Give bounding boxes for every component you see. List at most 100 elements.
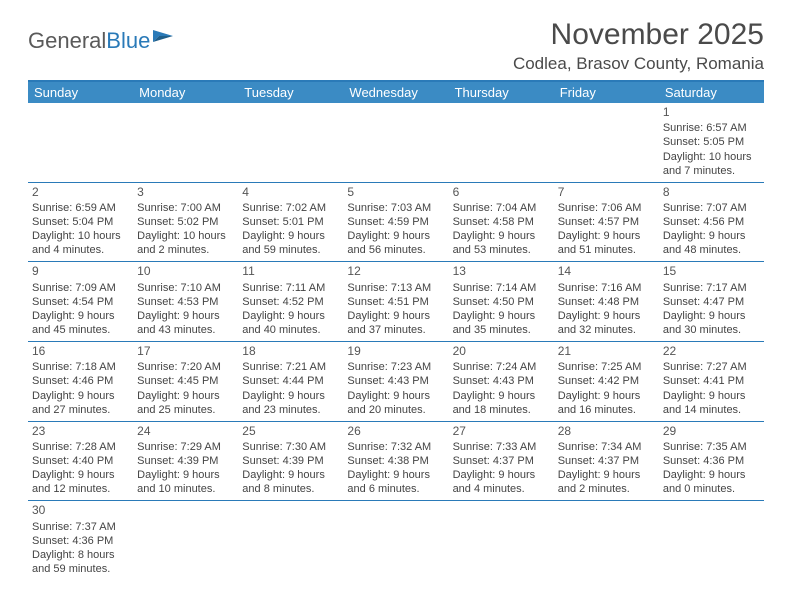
day-number: 27 bbox=[453, 424, 550, 439]
day-info-line: and 48 minutes. bbox=[663, 243, 760, 257]
day-cell: 13Sunrise: 7:14 AMSunset: 4:50 PMDayligh… bbox=[449, 262, 554, 341]
empty-cell bbox=[449, 103, 554, 182]
day-info-line: Sunset: 4:40 PM bbox=[32, 454, 129, 468]
day-info-line: Daylight: 9 hours bbox=[558, 468, 655, 482]
day-info-line: Daylight: 9 hours bbox=[32, 389, 129, 403]
empty-cell bbox=[343, 103, 448, 182]
day-info-line: and 4 minutes. bbox=[453, 482, 550, 496]
day-number: 16 bbox=[32, 344, 129, 359]
day-info-line: Sunrise: 7:18 AM bbox=[32, 360, 129, 374]
day-info-line: Daylight: 9 hours bbox=[242, 309, 339, 323]
day-info-line: and 32 minutes. bbox=[558, 323, 655, 337]
week-row: 16Sunrise: 7:18 AMSunset: 4:46 PMDayligh… bbox=[28, 342, 764, 422]
day-number: 17 bbox=[137, 344, 234, 359]
day-info-line: and 16 minutes. bbox=[558, 403, 655, 417]
day-number: 3 bbox=[137, 185, 234, 200]
empty-cell bbox=[238, 501, 343, 580]
day-cell: 11Sunrise: 7:11 AMSunset: 4:52 PMDayligh… bbox=[238, 262, 343, 341]
day-number: 13 bbox=[453, 264, 550, 279]
day-info-line: and 25 minutes. bbox=[137, 403, 234, 417]
day-info-line: Sunset: 4:37 PM bbox=[558, 454, 655, 468]
day-cell: 27Sunrise: 7:33 AMSunset: 4:37 PMDayligh… bbox=[449, 422, 554, 501]
empty-cell bbox=[343, 501, 448, 580]
day-number: 10 bbox=[137, 264, 234, 279]
day-info-line: Sunset: 4:47 PM bbox=[663, 295, 760, 309]
day-info-line: and 20 minutes. bbox=[347, 403, 444, 417]
day-info-line: and 18 minutes. bbox=[453, 403, 550, 417]
empty-cell bbox=[554, 501, 659, 580]
day-number: 30 bbox=[32, 503, 129, 518]
day-cell: 16Sunrise: 7:18 AMSunset: 4:46 PMDayligh… bbox=[28, 342, 133, 421]
dow-sun: Sunday bbox=[28, 82, 133, 103]
day-info-line: Daylight: 9 hours bbox=[242, 468, 339, 482]
week-row: 2Sunrise: 6:59 AMSunset: 5:04 PMDaylight… bbox=[28, 183, 764, 263]
day-info-line: Sunrise: 7:23 AM bbox=[347, 360, 444, 374]
day-number: 11 bbox=[242, 264, 339, 279]
day-info-line: and 12 minutes. bbox=[32, 482, 129, 496]
dow-wed: Wednesday bbox=[343, 82, 448, 103]
day-info-line: and 6 minutes. bbox=[347, 482, 444, 496]
dow-thu: Thursday bbox=[449, 82, 554, 103]
dow-sat: Saturday bbox=[659, 82, 764, 103]
day-number: 20 bbox=[453, 344, 550, 359]
day-cell: 24Sunrise: 7:29 AMSunset: 4:39 PMDayligh… bbox=[133, 422, 238, 501]
day-info-line: Sunset: 4:36 PM bbox=[663, 454, 760, 468]
empty-cell bbox=[659, 501, 764, 580]
day-info-line: Sunrise: 7:07 AM bbox=[663, 201, 760, 215]
day-number: 4 bbox=[242, 185, 339, 200]
day-info-line: Sunset: 4:39 PM bbox=[137, 454, 234, 468]
day-info-line: Sunset: 4:36 PM bbox=[32, 534, 129, 548]
day-number: 15 bbox=[663, 264, 760, 279]
day-info-line: and 35 minutes. bbox=[453, 323, 550, 337]
day-info-line: Daylight: 10 hours bbox=[137, 229, 234, 243]
day-info-line: Daylight: 9 hours bbox=[558, 309, 655, 323]
day-cell: 5Sunrise: 7:03 AMSunset: 4:59 PMDaylight… bbox=[343, 183, 448, 262]
month-title: November 2025 bbox=[513, 18, 764, 52]
location: Codlea, Brasov County, Romania bbox=[513, 54, 764, 74]
day-number: 18 bbox=[242, 344, 339, 359]
day-info-line: Sunset: 4:46 PM bbox=[32, 374, 129, 388]
day-info-line: Daylight: 9 hours bbox=[453, 309, 550, 323]
day-info-line: Sunset: 4:43 PM bbox=[347, 374, 444, 388]
header: GeneralBlue November 2025 Codlea, Brasov… bbox=[28, 18, 764, 74]
day-info-line: Sunrise: 7:09 AM bbox=[32, 281, 129, 295]
day-cell: 8Sunrise: 7:07 AMSunset: 4:56 PMDaylight… bbox=[659, 183, 764, 262]
day-info-line: Sunset: 4:53 PM bbox=[137, 295, 234, 309]
day-info-line: Sunrise: 7:29 AM bbox=[137, 440, 234, 454]
day-info-line: and 10 minutes. bbox=[137, 482, 234, 496]
day-info-line: Sunrise: 7:32 AM bbox=[347, 440, 444, 454]
day-number: 2 bbox=[32, 185, 129, 200]
day-info-line: Sunrise: 6:59 AM bbox=[32, 201, 129, 215]
day-info-line: Sunrise: 7:06 AM bbox=[558, 201, 655, 215]
day-info-line: Daylight: 10 hours bbox=[32, 229, 129, 243]
day-info-line: Sunrise: 6:57 AM bbox=[663, 121, 760, 135]
day-info-line: Sunset: 4:42 PM bbox=[558, 374, 655, 388]
day-cell: 10Sunrise: 7:10 AMSunset: 4:53 PMDayligh… bbox=[133, 262, 238, 341]
day-info-line: Daylight: 9 hours bbox=[663, 309, 760, 323]
empty-cell bbox=[133, 103, 238, 182]
day-cell: 19Sunrise: 7:23 AMSunset: 4:43 PMDayligh… bbox=[343, 342, 448, 421]
day-number: 12 bbox=[347, 264, 444, 279]
day-info-line: Sunrise: 7:37 AM bbox=[32, 520, 129, 534]
day-info-line: Daylight: 9 hours bbox=[347, 468, 444, 482]
day-info-line: and 53 minutes. bbox=[453, 243, 550, 257]
day-info-line: Daylight: 9 hours bbox=[347, 309, 444, 323]
day-info-line: Sunrise: 7:10 AM bbox=[137, 281, 234, 295]
day-info-line: Daylight: 9 hours bbox=[137, 389, 234, 403]
day-info-line: Sunset: 4:38 PM bbox=[347, 454, 444, 468]
day-info-line: Sunset: 4:39 PM bbox=[242, 454, 339, 468]
day-number: 14 bbox=[558, 264, 655, 279]
day-info-line: Sunset: 4:44 PM bbox=[242, 374, 339, 388]
day-info-line: and 8 minutes. bbox=[242, 482, 339, 496]
day-number: 7 bbox=[558, 185, 655, 200]
day-number: 5 bbox=[347, 185, 444, 200]
day-cell: 21Sunrise: 7:25 AMSunset: 4:42 PMDayligh… bbox=[554, 342, 659, 421]
day-info-line: Sunset: 4:56 PM bbox=[663, 215, 760, 229]
day-info-line: Sunset: 4:58 PM bbox=[453, 215, 550, 229]
day-info-line: Sunset: 5:04 PM bbox=[32, 215, 129, 229]
day-info-line: and 45 minutes. bbox=[32, 323, 129, 337]
day-cell: 17Sunrise: 7:20 AMSunset: 4:45 PMDayligh… bbox=[133, 342, 238, 421]
day-info-line: Daylight: 9 hours bbox=[663, 229, 760, 243]
day-cell: 22Sunrise: 7:27 AMSunset: 4:41 PMDayligh… bbox=[659, 342, 764, 421]
calendar: Sunday Monday Tuesday Wednesday Thursday… bbox=[28, 80, 764, 580]
